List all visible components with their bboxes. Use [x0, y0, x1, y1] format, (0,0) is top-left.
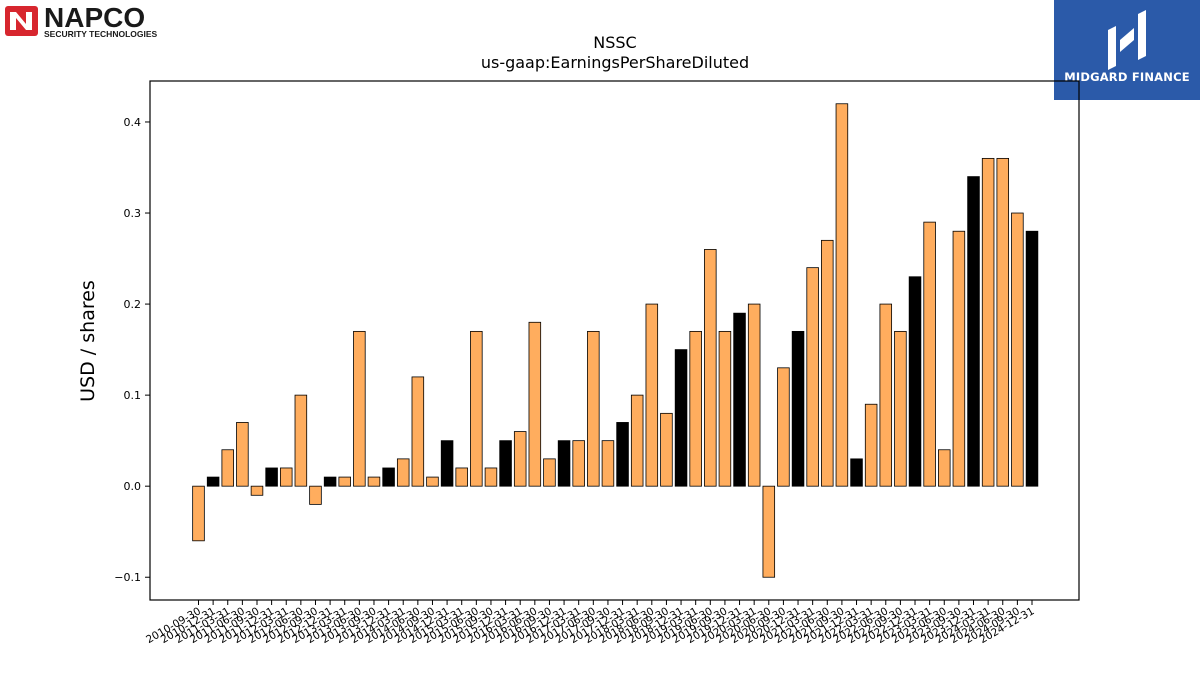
- bar-2015-09-30: [484, 467, 498, 487]
- bar-2010-12-31: [206, 476, 220, 487]
- bar-2016-09-30: [543, 458, 556, 487]
- y-tick-label: 0.3: [124, 207, 142, 220]
- y-axis-label: USD / shares: [77, 280, 99, 402]
- bar-2012-09-30: [309, 485, 322, 505]
- bar-2013-06-30: [353, 330, 366, 487]
- bar-2013-09-30: [367, 476, 381, 487]
- chart-subtitle: us-gaap:EarningsPerShareDiluted: [481, 53, 749, 72]
- bar-2022-03-31: [864, 403, 878, 487]
- napco-logo-name: NAPCO: [44, 4, 145, 33]
- y-tick-label: 0.2: [124, 298, 142, 311]
- bar-2022-09-30: [894, 330, 907, 487]
- bar-2012-06-30: [294, 394, 308, 487]
- bar-2014-06-30: [411, 376, 425, 487]
- bar-2018-12-31: [674, 349, 688, 487]
- bar-2017-12-31: [616, 422, 629, 487]
- bar-2017-09-30: [601, 440, 615, 487]
- bar-2018-09-30: [660, 412, 673, 487]
- napco-logo-tagline: SECURITY TECHNOLOGIES: [44, 29, 158, 39]
- bar-2015-06-30: [470, 330, 483, 487]
- bar-2014-03-31: [396, 458, 410, 487]
- y-axis: −0.1 0.0 0.1 0.2 0.3 0.4: [114, 116, 150, 584]
- bar-2020-09-30: [777, 367, 790, 487]
- bars-group: [192, 103, 1039, 578]
- bar-2021-06-30: [821, 239, 834, 487]
- bar-2023-06-30: [938, 449, 951, 487]
- chart-title: NSSC: [593, 33, 636, 52]
- bar-2021-03-31: [806, 267, 819, 487]
- bar-2022-06-30: [879, 303, 893, 487]
- bar-2015-12-31: [499, 440, 512, 487]
- bar-2018-03-31: [630, 394, 644, 487]
- y-tick-label: 0.1: [124, 389, 142, 402]
- x-axis: 2010-09-302010-12-312011-03-312011-06-30…: [144, 600, 1037, 646]
- bar-2016-12-31: [557, 440, 571, 487]
- midgard-finance-name: MIDGARD FINANCE: [1064, 70, 1190, 84]
- bar-2019-09-30: [718, 330, 732, 487]
- bar-2017-06-30: [587, 330, 600, 487]
- y-tick-label: 0.4: [124, 116, 142, 129]
- bar-2023-12-31: [967, 176, 980, 487]
- bar-2023-03-31: [923, 221, 936, 487]
- bar-2024-12-31: [1025, 230, 1039, 487]
- bar-2018-06-30: [645, 303, 659, 487]
- bar-2015-03-31: [455, 467, 468, 487]
- bar-2011-12-31: [265, 467, 278, 487]
- bar-2019-03-31: [689, 330, 702, 487]
- bar-2020-12-31: [791, 330, 805, 487]
- bar-2012-12-31: [323, 476, 337, 487]
- bar-2013-03-31: [338, 476, 351, 487]
- bar-2012-03-31: [279, 467, 293, 487]
- napco-logo: NAPCO SECURITY TECHNOLOGIES: [4, 2, 214, 40]
- bar-2010-09-30: [192, 485, 205, 542]
- bar-2021-09-30: [835, 103, 849, 487]
- plot-frame: [149, 80, 1080, 601]
- bar-2021-12-31: [850, 458, 863, 487]
- bar-2022-12-31: [908, 276, 922, 487]
- bar-2011-06-30: [236, 422, 249, 487]
- bar-2024-09-30: [1011, 212, 1024, 487]
- bar-2019-06-30: [704, 249, 717, 487]
- bar-2024-03-31: [981, 157, 995, 487]
- bar-2020-06-30: [762, 485, 776, 578]
- midgard-finance-logo: MIDGARD FINANCE: [1054, 0, 1200, 100]
- bar-2016-03-31: [513, 431, 527, 487]
- bar-2017-03-31: [572, 440, 585, 487]
- bar-2011-09-30: [250, 485, 264, 496]
- bar-2011-03-31: [221, 449, 234, 487]
- bar-2014-12-31: [440, 440, 454, 487]
- bar-2019-12-31: [733, 312, 746, 487]
- bar-2024-06-30: [996, 157, 1010, 487]
- bar-2013-12-31: [382, 467, 395, 487]
- bar-2023-09-30: [952, 230, 966, 487]
- midgard-emblem-icon: [1108, 10, 1146, 70]
- bar-2016-06-30: [528, 321, 542, 487]
- bar-2014-09-30: [426, 476, 439, 487]
- y-tick-label: 0.0: [124, 480, 142, 493]
- bar-2020-03-31: [747, 303, 761, 487]
- y-tick-label: −0.1: [114, 571, 141, 584]
